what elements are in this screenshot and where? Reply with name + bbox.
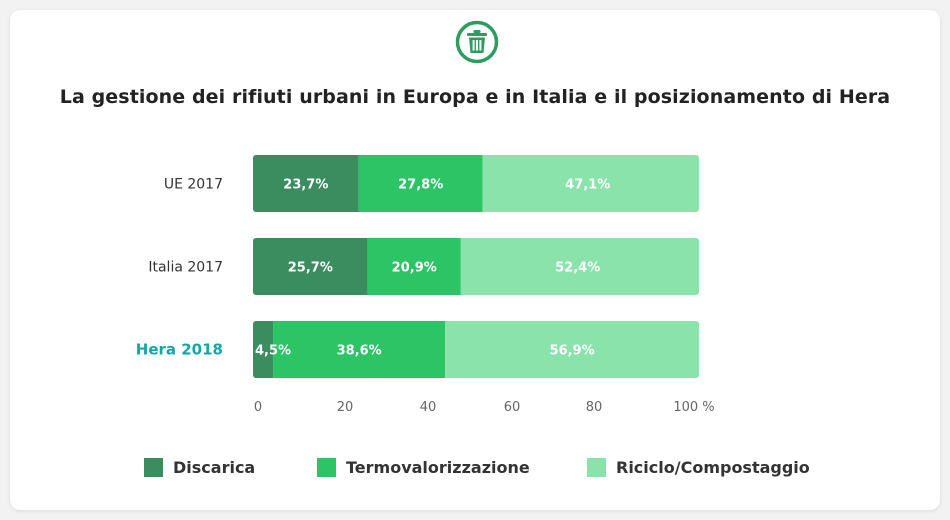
stacked-bar-chart: 23,7% 27,8% 47,1% 25,7% 20,9% 52,4% 4,5% 38,6% 5… xyxy=(136,155,715,415)
x-tick-label: 60 xyxy=(504,400,521,415)
x-tick-label: 0 xyxy=(254,400,262,415)
category-label: Italia 2017 xyxy=(148,260,223,276)
bar-row-1 xyxy=(253,238,699,295)
bar-segment xyxy=(253,155,359,212)
bar-segment xyxy=(367,238,461,295)
bar-segment xyxy=(358,155,483,212)
x-tick-label: 80 xyxy=(586,400,603,415)
bar-segment xyxy=(460,238,699,295)
bar-value-label: 20,9% xyxy=(392,261,437,276)
x-tick-label: 100 % xyxy=(673,400,714,415)
legend-label: Termovalorizzazione xyxy=(346,458,530,477)
bar-value-label: 25,7% xyxy=(288,261,333,276)
category-label: UE 2017 xyxy=(164,177,223,193)
x-tick-label: 20 xyxy=(337,400,354,415)
legend-item: Termovalorizzazione xyxy=(317,458,530,477)
bar-segment xyxy=(273,321,446,378)
bar-value-label: 52,4% xyxy=(555,261,600,276)
trash-bin-icon xyxy=(455,20,499,64)
bar-value-label: 56,9% xyxy=(550,344,595,359)
legend-label: Discarica xyxy=(173,458,256,477)
legend-label: Riciclo/Compostaggio xyxy=(616,458,810,477)
bar-value-label: 4,5% xyxy=(255,344,291,359)
bar-row-2 xyxy=(253,321,699,378)
category-label: Hera 2018 xyxy=(136,341,223,359)
bar-value-label: 23,7% xyxy=(283,178,328,193)
bar-segment xyxy=(482,155,699,212)
legend-swatch xyxy=(144,458,163,477)
legend-swatch xyxy=(587,458,606,477)
legend-swatch xyxy=(317,458,336,477)
chart-title: La gestione dei rifiuti urbani in Europa… xyxy=(59,86,891,108)
bar-segment xyxy=(253,238,368,295)
x-tick-label: 40 xyxy=(420,400,437,415)
bar-value-label: 47,1% xyxy=(565,178,610,193)
bar-segment xyxy=(445,321,699,378)
chart-legend: Discarica Termovalorizzazione Riciclo/Comp… xyxy=(0,458,950,482)
bar-value-label: 27,8% xyxy=(398,178,443,193)
bar-row-0 xyxy=(253,155,699,212)
bar-segment xyxy=(253,321,274,378)
legend-item: Discarica xyxy=(144,458,255,477)
legend-item: Riciclo/Compostaggio xyxy=(587,458,810,477)
bar-value-label: 38,6% xyxy=(337,344,382,359)
